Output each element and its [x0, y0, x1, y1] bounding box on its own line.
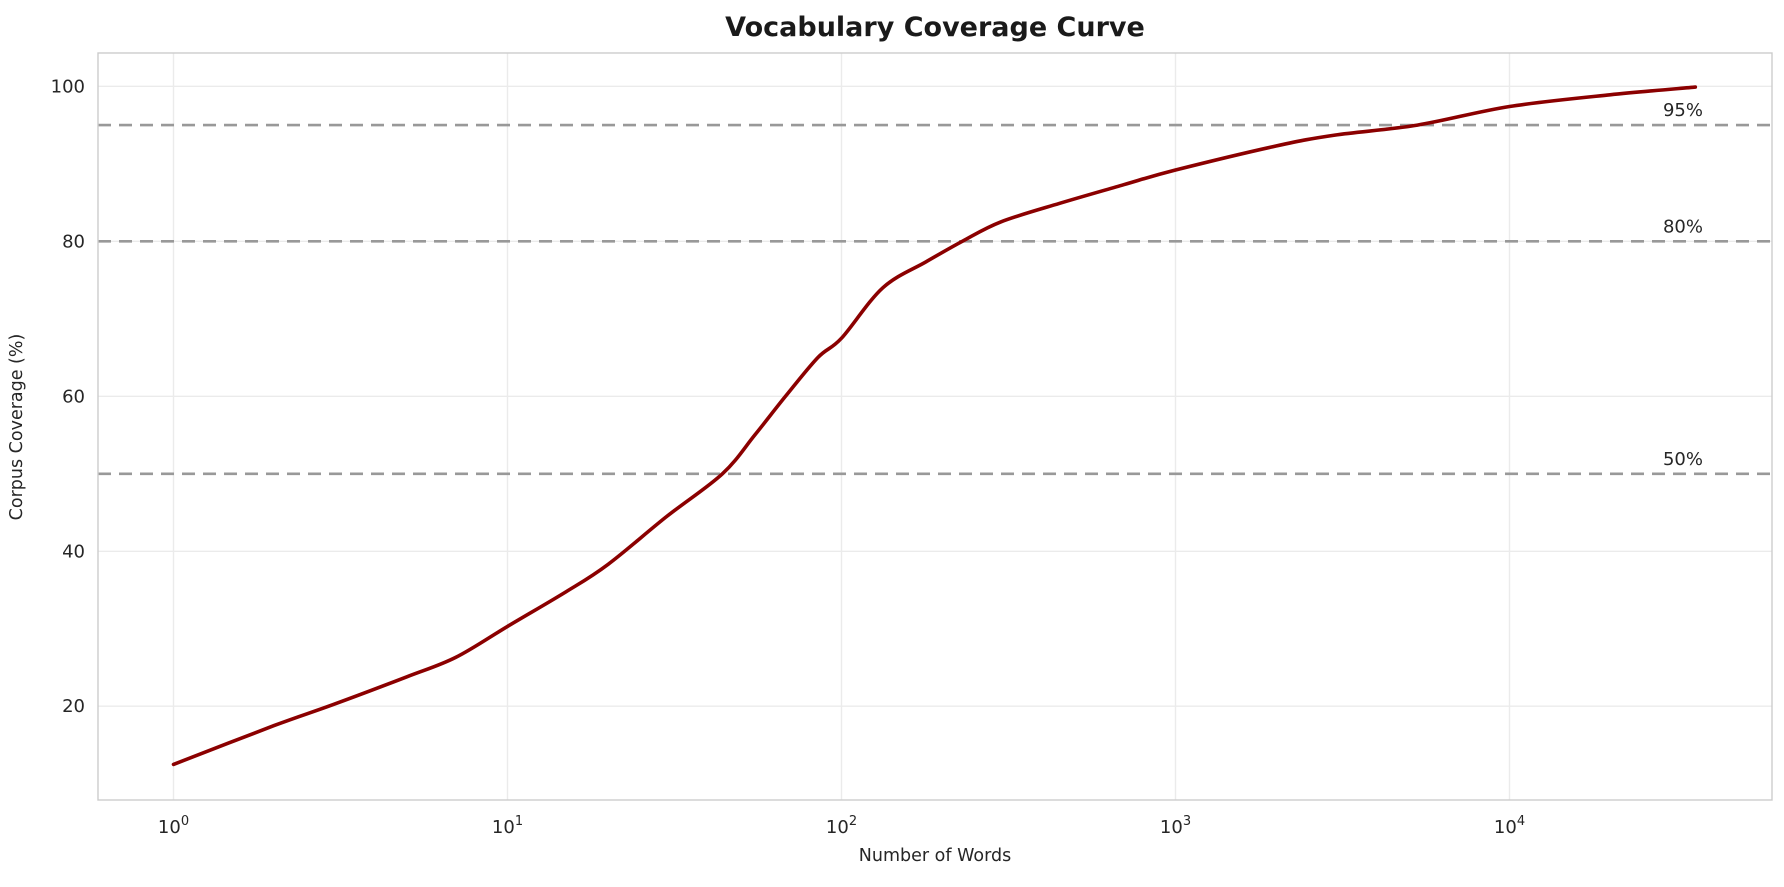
- plot-border: [97, 52, 1773, 801]
- series-group: [171, 85, 1698, 767]
- y-axis-ticks: 20 40 60 80 100: [51, 76, 85, 717]
- y-tick-label: 100: [51, 76, 85, 97]
- x-tick-label: 103: [1160, 814, 1191, 838]
- x-tick-label: 102: [826, 814, 857, 838]
- grid-lines: [98, 53, 1772, 800]
- y-axis-label: Corpus Coverage (%): [7, 334, 27, 521]
- threshold-label: 50%: [1663, 449, 1703, 470]
- x-axis-label: Number of Words: [859, 846, 1011, 866]
- threshold-label: 80%: [1663, 216, 1703, 237]
- threshold-lines: 50% 80% 95%: [98, 100, 1772, 476]
- threshold-label: 95%: [1663, 100, 1703, 121]
- coverage-curve: [171, 85, 1698, 767]
- y-tick-label: 20: [62, 696, 85, 717]
- x-tick-label: 101: [492, 814, 523, 838]
- y-tick-label: 60: [62, 386, 85, 407]
- x-axis-ticks: 100 101 102 103 104: [158, 814, 1525, 838]
- x-tick-label: 100: [158, 814, 189, 838]
- y-tick-label: 80: [62, 231, 85, 252]
- x-tick-label: 104: [1494, 814, 1525, 838]
- y-tick-label: 40: [62, 541, 85, 562]
- chart-title: Vocabulary Coverage Curve: [725, 12, 1145, 43]
